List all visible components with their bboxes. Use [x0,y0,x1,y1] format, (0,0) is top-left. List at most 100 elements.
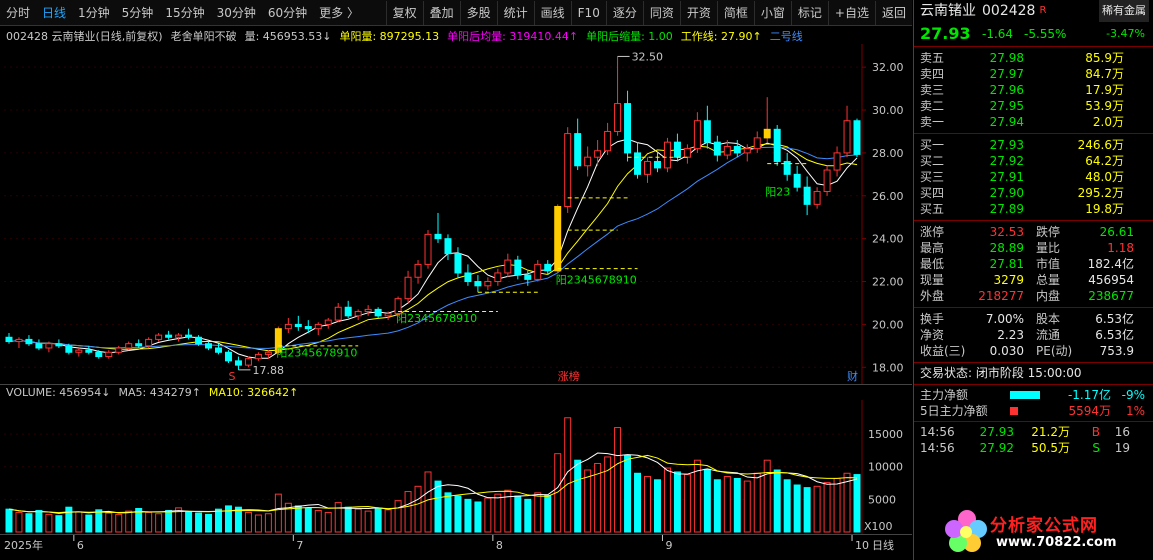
zhangbang-mark[interactable]: 涨榜 [558,369,580,383]
period-tab[interactable]: 30分钟 [216,6,256,20]
period-label: 日线 [872,538,894,552]
volume-bar [344,506,352,533]
ask-book: 卖五 27.98 85.9万 卖四 27.97 84.7万 卖三 27.96 17.9万 卖二 27… [914,46,1153,130]
toolbar-button[interactable]: 开资 [679,0,717,25]
volume-ma10-line [8,454,858,514]
volume-bar [673,471,681,533]
candle-body [274,328,282,353]
formula-name[interactable]: 老舍单阳不破 [170,29,237,43]
toolbar-button[interactable]: 逐分 [605,0,643,25]
candle-body [344,306,352,317]
quote-row: 换手 7.00% 股本 6.53亿 [914,311,1153,327]
year-label: 2025年 [4,538,43,552]
period-tab[interactable]: 更多 〉 [319,6,359,20]
candle-body [65,345,73,353]
toolbar-button[interactable]: 统计 [496,0,534,25]
volume-bar [334,502,342,533]
ma10-label: MA10: 326642↑ [208,386,299,399]
volume-bar [554,453,562,533]
toolbar-button[interactable]: 复权 [385,0,423,25]
ask-price: 27.96 [989,83,1024,97]
capital-pct: 1% [1125,404,1145,418]
capital-bar [1010,391,1040,399]
quote-row: 收益(三) 0.030 PE(动) 753.9 [914,343,1153,359]
ask-label: 卖一 [920,115,945,129]
candle-body [614,103,622,132]
price-tick-label: 24.00 [872,233,904,246]
volume-tick-label: 10000 [868,461,903,474]
volume-bar [274,493,282,533]
quote-row: 卖五 27.98 85.9万 [914,50,1153,66]
period-tab[interactable]: 60分钟 [267,6,308,20]
stat-value: 182.4亿 [1087,257,1134,271]
volume-bar [723,476,731,533]
volume-bar [264,513,272,533]
stat-value: 238677 [1088,289,1134,303]
candle-body [813,190,821,205]
volume-bar [693,459,701,533]
volume-bar [843,472,851,533]
candle-body [165,334,173,338]
ask-price: 27.95 [989,99,1024,113]
toolbar-button[interactable]: 叠加 [422,0,460,25]
ma20-line [8,146,858,349]
tick-time: 14:56 [920,441,955,455]
ask-volume: 84.7万 [1085,67,1124,81]
volume-bar [85,514,93,533]
period-tab[interactable]: 分时 [6,6,31,20]
price-tick-label: 22.00 [872,276,904,289]
toolbar-button[interactable]: 小窗 [753,0,791,25]
toolbar-button[interactable]: 简框 [716,0,754,25]
bid-label: 买三 [920,170,945,184]
candle-body [125,343,133,349]
volume-bar [125,510,133,533]
toolbar-button[interactable]: 返回 [874,0,912,25]
volume-bar [454,495,462,533]
toolbar-button[interactable]: 画线 [533,0,571,25]
stat-key: 最低 [920,257,945,271]
toolbar-button[interactable]: 多股 [459,0,497,25]
period-tab[interactable]: 1分钟 [78,6,110,20]
candle-body [783,160,791,175]
period-tab[interactable]: 15分钟 [165,6,205,20]
capital-bar [1010,407,1018,415]
volume-bar [733,477,741,533]
bid-label: 买五 [920,202,945,216]
volume-bar [663,467,671,533]
month-label: 6 [77,539,84,552]
tick-row: 14:56 27.93 21.2万 B 16 [914,424,1153,440]
capital-label: 5日主力净额 [920,404,988,418]
volume-bar [474,501,482,533]
volume-bar [803,487,811,533]
toolbar-button[interactable]: +自选 [827,0,875,25]
sector-button[interactable]: 稀有金属 [1099,0,1149,22]
quote-row: 外盘 218277 内盘 238677 [914,288,1153,304]
candle-body [145,338,153,347]
candle-body [294,323,302,328]
quote-row: 买一 27.93 246.6万 [914,137,1153,153]
quote-row: 卖三 27.96 17.9万 [914,82,1153,98]
bid-label: 买四 [920,186,945,200]
volume-chart[interactable]: 15000 10000 5000 X100 [0,400,912,534]
volume-bar [624,454,632,533]
finance-mark[interactable]: 财 [847,369,858,383]
month-label: 10 [855,539,869,552]
volume-bar [224,505,232,533]
low-price-label: 17.88 [252,364,284,377]
volume-bar [55,515,63,533]
stat-value: 218277 [978,289,1024,303]
toolbar-button[interactable]: F10 [570,0,606,25]
toolbar-button[interactable]: 标记 [790,0,828,25]
price-change: -1.64 [982,27,1014,41]
ask-price: 27.98 [989,51,1024,65]
capital-row: 主力净额 -1.17亿 -9% [914,387,1153,403]
tick-time: 14:56 [920,425,955,439]
candle-body [334,306,342,321]
period-tab[interactable]: 日线 [42,6,67,20]
volume-bar [394,500,402,533]
period-tab[interactable]: 5分钟 [121,6,154,20]
price-chart[interactable]: 32.00 30.00 28.00 26.00 24.00 22.00 20.00 18.00… [0,44,912,384]
toolbar-button[interactable]: 同资 [642,0,680,25]
candle-body [564,133,572,207]
bid-volume: 48.0万 [1085,170,1124,184]
